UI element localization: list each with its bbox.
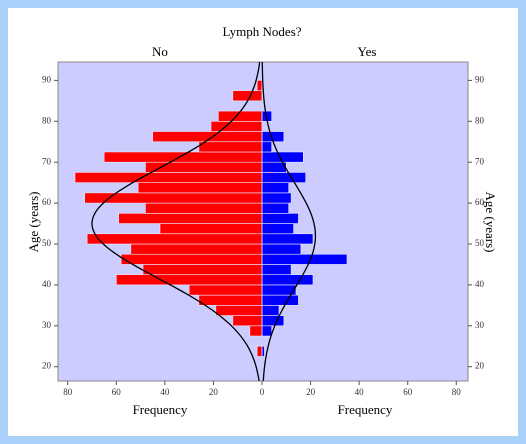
y-tick-label: 40 [475, 279, 485, 289]
y-tick-label: 90 [475, 74, 485, 84]
bar [261, 223, 294, 235]
bar [74, 172, 263, 183]
bar [232, 315, 263, 327]
normal-curve [261, 62, 317, 382]
bar [261, 141, 273, 153]
y-tick-label: 20 [475, 361, 485, 371]
bar [142, 264, 263, 275]
x-tick-label: 60 [112, 387, 122, 397]
bar [249, 325, 263, 337]
bar [145, 202, 263, 214]
y-tick-label: 20 [42, 361, 52, 371]
x-tick-label: 40 [160, 387, 170, 397]
y-tick-label: 70 [42, 156, 52, 166]
bar [261, 233, 314, 245]
bar [103, 151, 263, 163]
bar [210, 121, 263, 132]
y-tick-label: 70 [475, 156, 485, 166]
bar [198, 294, 263, 306]
x-axis-label: Frequency [338, 402, 393, 417]
y-tick-label: 60 [42, 197, 52, 207]
x-tick-label: 20 [306, 387, 316, 397]
y-tick-label: 50 [42, 238, 52, 248]
chart-title: Lymph Nodes? [222, 24, 301, 39]
y-tick-label: 80 [42, 115, 52, 125]
bar [261, 243, 302, 255]
y-tick-label: 80 [475, 115, 485, 125]
bar [115, 274, 263, 286]
bar [130, 243, 263, 255]
x-tick-label: 0 [260, 387, 265, 397]
panel-title: Yes [358, 44, 377, 59]
x-tick-label: 40 [355, 387, 365, 397]
bar [261, 253, 348, 265]
bar [261, 151, 304, 163]
bar [261, 202, 290, 214]
bar [261, 192, 292, 204]
y-tick-label: 90 [42, 74, 52, 84]
x-tick-label: 60 [403, 387, 413, 397]
y-axis-label: Age (years) [483, 192, 498, 253]
bar [84, 192, 263, 204]
bar [137, 182, 263, 194]
bar [261, 274, 314, 286]
y-tick-label: 60 [475, 197, 485, 207]
bar [198, 141, 263, 153]
x-tick-label: 20 [209, 387, 219, 397]
y-tick-label: 50 [475, 238, 485, 248]
y-tick-label: 30 [42, 320, 52, 330]
bar [261, 172, 307, 183]
x-axis-label: Frequency [133, 402, 188, 417]
y-axis-label: Age (years) [26, 192, 41, 253]
bar [188, 284, 263, 296]
x-tick-label: 80 [63, 387, 73, 397]
panel-title: No [152, 44, 168, 59]
bar [120, 253, 263, 265]
bar [118, 213, 263, 224]
normal-curve [91, 61, 261, 382]
bar [261, 213, 299, 224]
bar [256, 80, 263, 91]
bar [261, 294, 299, 306]
bar [145, 161, 263, 173]
bar [261, 325, 273, 337]
bar [261, 315, 285, 327]
bar [261, 182, 290, 194]
bar [159, 223, 263, 235]
bar [86, 233, 263, 245]
x-tick-label: 80 [452, 387, 462, 397]
bar [256, 345, 263, 357]
y-tick-label: 40 [42, 279, 52, 289]
bar [215, 305, 263, 316]
bar [261, 305, 280, 316]
bar [232, 90, 263, 102]
y-tick-label: 30 [475, 320, 485, 330]
bar [261, 264, 292, 275]
